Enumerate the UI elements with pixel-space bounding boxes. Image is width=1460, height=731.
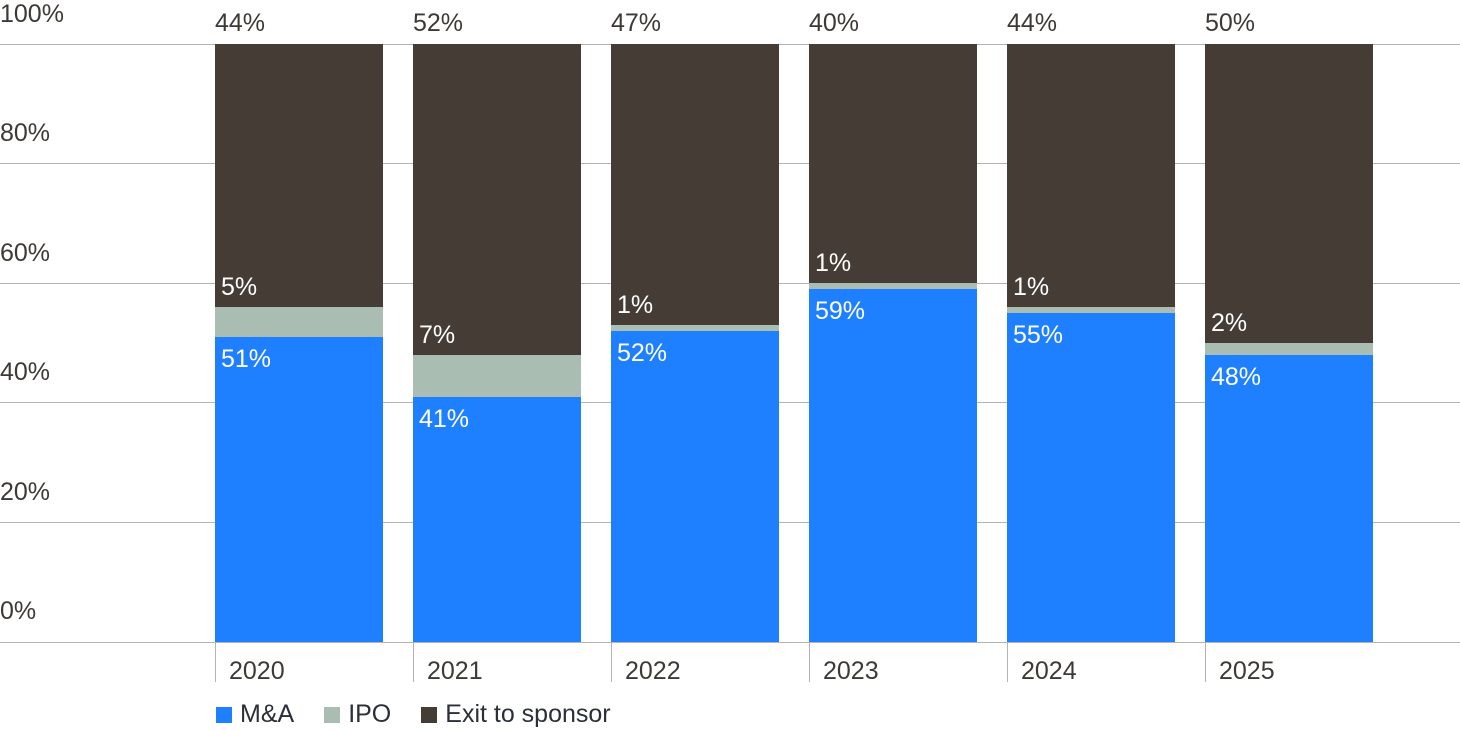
value-label-ma: 52% <box>617 339 668 368</box>
value-label-ipo: 2% <box>1211 309 1248 337</box>
bar-2025: 48% 2% <box>1205 44 1373 642</box>
x-tick-separator <box>611 642 612 682</box>
segment-ipo <box>809 283 977 290</box>
segment-sponsor <box>809 44 977 284</box>
x-tick-label: 2021 <box>427 657 483 685</box>
segment-ipo <box>611 325 779 332</box>
legend-item-sponsor: Exit to sponsor <box>421 700 611 729</box>
legend-swatch-sponsor <box>421 706 438 723</box>
value-label-ma: 59% <box>815 297 866 326</box>
value-label-sponsor: 44% <box>1007 9 1058 37</box>
segment-ipo <box>1007 307 1175 314</box>
x-tick-label: 2025 <box>1219 657 1275 685</box>
value-label-ipo: 1% <box>617 291 654 320</box>
y-tick-label: 100% <box>0 0 64 28</box>
value-label-ma: 51% <box>221 345 272 374</box>
value-label-ipo: 5% <box>221 273 258 302</box>
x-tick-label: 2023 <box>823 657 879 685</box>
bar-2022: 52% 1% <box>611 44 779 642</box>
segment-sponsor <box>413 44 581 355</box>
segment-ipo <box>215 307 383 337</box>
x-tick-label: 2020 <box>229 657 285 685</box>
segment-ma <box>1205 354 1373 642</box>
y-tick-label: 80% <box>0 119 51 147</box>
x-tick-separator <box>1007 642 1008 682</box>
value-label-sponsor: 50% <box>1205 9 1256 37</box>
y-tick-label: 0% <box>0 597 37 625</box>
segment-ma <box>611 331 779 642</box>
value-label-ma: 41% <box>419 404 470 433</box>
segment-ma <box>215 337 383 642</box>
value-label-sponsor: 44% <box>215 9 266 37</box>
segment-ipo <box>413 354 581 397</box>
bar-2020: 51% 5% <box>215 44 383 642</box>
x-tick-separator <box>215 642 216 682</box>
legend-label-ipo: IPO <box>348 700 392 728</box>
x-axis-line <box>0 642 1460 643</box>
legend-label-sponsor: Exit to sponsor <box>445 700 611 728</box>
segment-sponsor <box>1007 44 1175 308</box>
segment-ma <box>413 396 581 642</box>
value-label-ipo: 1% <box>1013 273 1050 302</box>
value-label-ma: 55% <box>1013 321 1064 350</box>
bar-2021: 41% 7% <box>413 44 581 642</box>
value-label-sponsor: 52% <box>413 9 464 37</box>
x-tick-label: 2022 <box>625 657 681 685</box>
segment-sponsor <box>215 44 383 308</box>
y-tick-label: 40% <box>0 358 51 386</box>
x-tick-label: 2024 <box>1021 657 1077 685</box>
legend-swatch-ma <box>216 706 232 723</box>
y-tick-label: 20% <box>0 478 51 506</box>
legend-label-ma: M&A <box>240 700 295 728</box>
x-tick-separator <box>1205 642 1206 682</box>
x-tick-separator <box>413 642 414 682</box>
segment-sponsor <box>1205 44 1373 343</box>
value-label-sponsor: 40% <box>809 9 860 37</box>
value-label-ma: 48% <box>1211 362 1262 391</box>
x-tick-separator <box>809 642 810 682</box>
value-label-ipo: 1% <box>815 249 852 278</box>
y-tick-label: 60% <box>0 239 51 267</box>
legend: M&A IPO Exit to sponsor <box>216 700 641 729</box>
legend-item-ma: M&A <box>216 700 294 729</box>
bar-2023: 59% 1% <box>809 44 977 642</box>
legend-item-ipo: IPO <box>324 700 391 729</box>
segment-ipo <box>1205 343 1373 355</box>
segment-ma <box>1007 313 1175 642</box>
value-label-sponsor: 47% <box>611 9 662 37</box>
bar-2024: 55% 1% <box>1007 44 1175 642</box>
segment-ma <box>809 289 977 642</box>
legend-swatch-ipo <box>324 706 341 723</box>
value-label-ipo: 7% <box>419 320 456 349</box>
segment-sponsor <box>611 44 779 326</box>
